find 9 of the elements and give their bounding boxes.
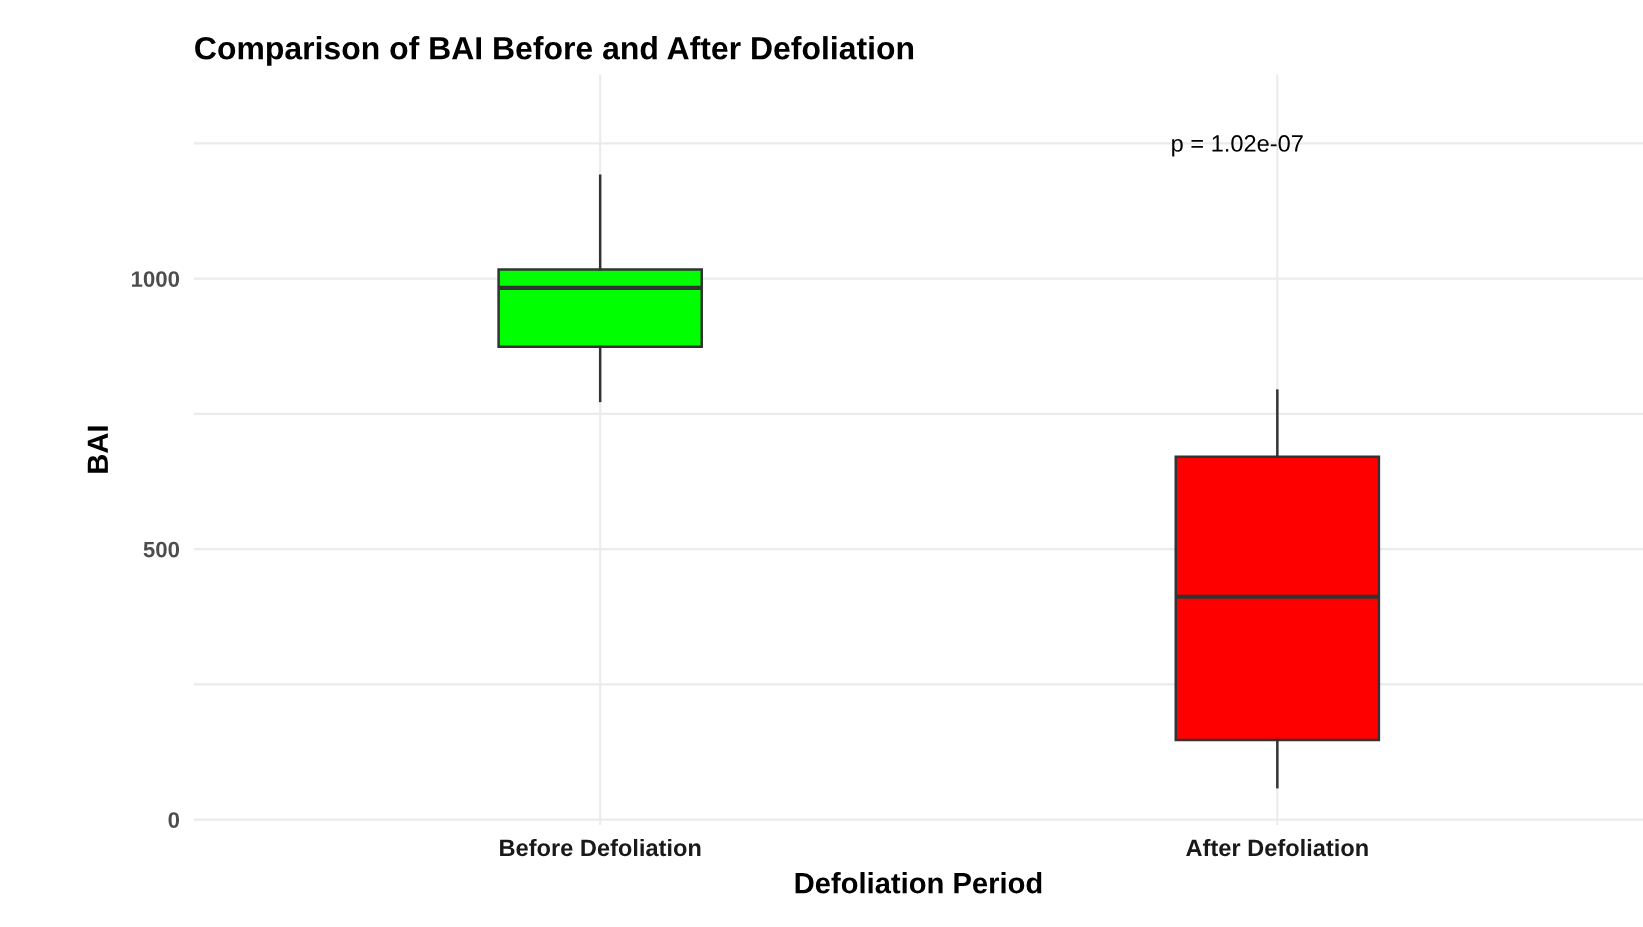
x-axis-title: Defoliation Period [795, 872, 1042, 894]
y-tick-label: 500 [143, 541, 180, 558]
y-axis-title: BAI [87, 426, 108, 473]
annotation: p = 1.02e-07 [1172, 135, 1303, 157]
x-tick-label: After Defoliation [1186, 838, 1368, 857]
chart-title: Comparison of BAI Before and After Defoliation [195, 36, 914, 66]
y-tick-label: 1000 [131, 271, 180, 287]
y-tick-label: 0 [168, 812, 180, 828]
x-tick-label: Before Defoliation [500, 838, 701, 857]
